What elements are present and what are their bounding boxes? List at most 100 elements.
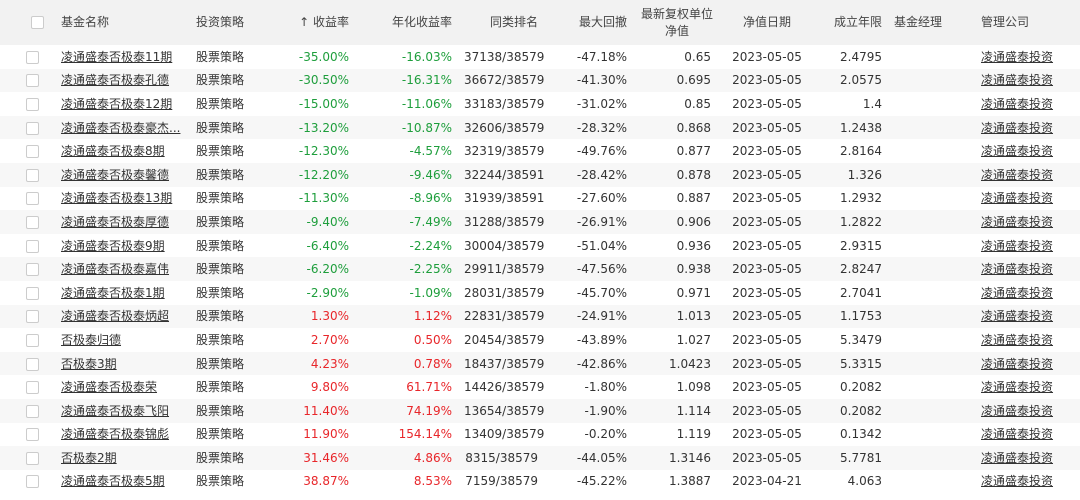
cell-link[interactable]: 否极泰2期: [61, 450, 117, 465]
row-checkbox[interactable]: [26, 357, 39, 371]
table-cell: -26.91%: [544, 210, 633, 234]
row-checkbox[interactable]: [26, 215, 39, 229]
cell-link[interactable]: 凌通盛泰否极泰馨德: [61, 167, 170, 182]
cell-link[interactable]: 凌通盛泰否极泰荣: [61, 380, 158, 395]
cell-text: 18437/38579: [464, 356, 544, 371]
cell-link[interactable]: 凌通盛泰否极泰豪杰...: [61, 120, 181, 135]
select-all-checkbox[interactable]: [31, 16, 44, 29]
header-label[interactable]: ↑ 收益率: [299, 15, 349, 29]
cell-link[interactable]: 凌通盛泰投资: [981, 73, 1054, 88]
row-select: [0, 162, 55, 187]
row-checkbox[interactable]: [26, 263, 39, 277]
cell-link[interactable]: 否极泰归德: [61, 332, 122, 347]
row-checkbox[interactable]: [26, 192, 39, 206]
cell-text: 股票策略: [196, 450, 245, 465]
cell-link[interactable]: 凌通盛泰否极泰嘉伟: [61, 262, 170, 277]
table-cell: 2023-05-05: [717, 234, 817, 258]
table-cell: 股票策略: [190, 139, 270, 163]
cell-link[interactable]: 凌通盛泰否极泰8期: [61, 144, 165, 159]
cell-link[interactable]: 凌通盛泰投资: [981, 262, 1054, 277]
cell-link[interactable]: 凌通盛泰否极泰5期: [61, 474, 165, 489]
header-label: 投资策略: [196, 15, 245, 29]
table-cell: 0.936: [633, 234, 717, 258]
row-checkbox[interactable]: [26, 333, 39, 347]
cell-text: -49.76%: [576, 144, 627, 159]
table-cell: 2023-05-05: [717, 162, 817, 187]
row-checkbox[interactable]: [26, 145, 39, 159]
row-checkbox[interactable]: [26, 168, 39, 182]
table-cell: 1.013: [633, 304, 717, 329]
table-cell: 5.7781: [817, 446, 888, 470]
cell-text: -28.32%: [576, 120, 627, 135]
cell-link[interactable]: 凌通盛泰否极泰12期: [61, 96, 173, 111]
row-checkbox[interactable]: [26, 451, 39, 465]
cell-text: 0.938: [676, 262, 711, 277]
cell-link[interactable]: 凌通盛泰否极泰炳超: [61, 309, 170, 324]
cell-link[interactable]: 凌通盛泰投资: [981, 356, 1054, 371]
cell-text: 2.8164: [840, 144, 882, 159]
cell-text: 29911/38579: [464, 262, 544, 277]
cell-link[interactable]: 凌通盛泰投资: [981, 120, 1054, 135]
cell-text: 37138/38579: [464, 49, 544, 64]
row-checkbox[interactable]: [26, 475, 39, 489]
row-select: [0, 328, 55, 352]
table-cell: 2023-05-05: [717, 45, 817, 69]
table-cell: 凌通盛泰投资: [975, 92, 1080, 116]
cell-link[interactable]: 凌通盛泰投资: [981, 427, 1054, 442]
table-cell: -6.20%: [270, 257, 355, 281]
cell-link[interactable]: 凌通盛泰投资: [981, 238, 1054, 253]
row-checkbox[interactable]: [26, 381, 39, 395]
cell-link[interactable]: 凌通盛泰否极泰飞阳: [61, 403, 170, 418]
row-checkbox[interactable]: [26, 121, 39, 135]
cell-link[interactable]: 凌通盛泰投资: [981, 474, 1054, 489]
cell-link[interactable]: 凌通盛泰投资: [981, 96, 1054, 111]
cell-link[interactable]: 凌通盛泰否极泰11期: [61, 49, 173, 64]
cell-link[interactable]: 凌通盛泰投资: [981, 332, 1054, 347]
table-cell: 5.3315: [817, 351, 888, 376]
table-cell: 凌通盛泰投资: [975, 139, 1080, 163]
table-cell: 1.4: [817, 92, 888, 116]
cell-link[interactable]: 凌通盛泰投资: [981, 285, 1054, 300]
cell-text: 5.3479: [840, 332, 882, 347]
column-header[interactable]: ↑ 收益率: [270, 0, 355, 45]
cell-link[interactable]: 凌通盛泰投资: [981, 380, 1054, 395]
cell-link[interactable]: 凌通盛泰否极泰1期: [61, 285, 165, 300]
row-checkbox[interactable]: [26, 239, 39, 253]
cell-link[interactable]: 凌通盛泰投资: [981, 450, 1054, 465]
row-checkbox[interactable]: [26, 74, 39, 88]
cell-text: 74.19%: [406, 403, 452, 418]
cell-link[interactable]: 凌通盛泰投资: [981, 214, 1054, 229]
table-cell: 凌通盛泰否极泰8期: [55, 139, 190, 163]
cell-text: 32244/38591: [464, 167, 544, 182]
table-cell: 1.027: [633, 328, 717, 352]
row-checkbox[interactable]: [26, 404, 39, 418]
cell-link[interactable]: 凌通盛泰投资: [981, 49, 1054, 64]
table-row: 否极泰归德 股票策略 2.70% 0.50% 20454/38579 -43.89% 1.0…: [0, 328, 1080, 352]
cell-link[interactable]: 凌通盛泰投资: [981, 167, 1054, 182]
cell-link[interactable]: 凌通盛泰投资: [981, 309, 1054, 324]
cell-text: 2023-05-05: [732, 380, 802, 395]
cell-link[interactable]: 凌通盛泰否极泰9期: [61, 238, 165, 253]
table-cell: 0.868: [633, 115, 717, 140]
row-select: [0, 470, 55, 494]
cell-link[interactable]: 凌通盛泰否极泰孔德: [61, 73, 170, 88]
cell-text: 0.877: [676, 144, 711, 159]
cell-link[interactable]: 凌通盛泰否极泰13期: [61, 191, 173, 206]
cell-link[interactable]: 否极泰3期: [61, 356, 117, 371]
row-checkbox[interactable]: [26, 286, 39, 300]
cell-link[interactable]: 凌通盛泰否极泰锦彪: [61, 427, 170, 442]
row-checkbox[interactable]: [26, 428, 39, 442]
cell-link[interactable]: 凌通盛泰否极泰厚德: [61, 214, 170, 229]
cell-link[interactable]: 凌通盛泰投资: [981, 144, 1054, 159]
cell-link[interactable]: 凌通盛泰投资: [981, 403, 1054, 418]
cell-text: 0.878: [676, 167, 711, 182]
cell-link[interactable]: 凌通盛泰投资: [981, 191, 1054, 206]
column-header: 投资策略: [190, 0, 270, 45]
row-checkbox[interactable]: [26, 50, 39, 64]
table-cell: 股票策略: [190, 210, 270, 234]
table-cell: -42.86%: [544, 351, 633, 376]
row-checkbox[interactable]: [26, 310, 39, 324]
table-row: 凌通盛泰否极泰荣 股票策略 9.80% 61.71% 14426/38579 -1.80%…: [0, 375, 1080, 399]
cell-text: -2.24%: [409, 238, 452, 253]
row-checkbox[interactable]: [26, 97, 39, 111]
